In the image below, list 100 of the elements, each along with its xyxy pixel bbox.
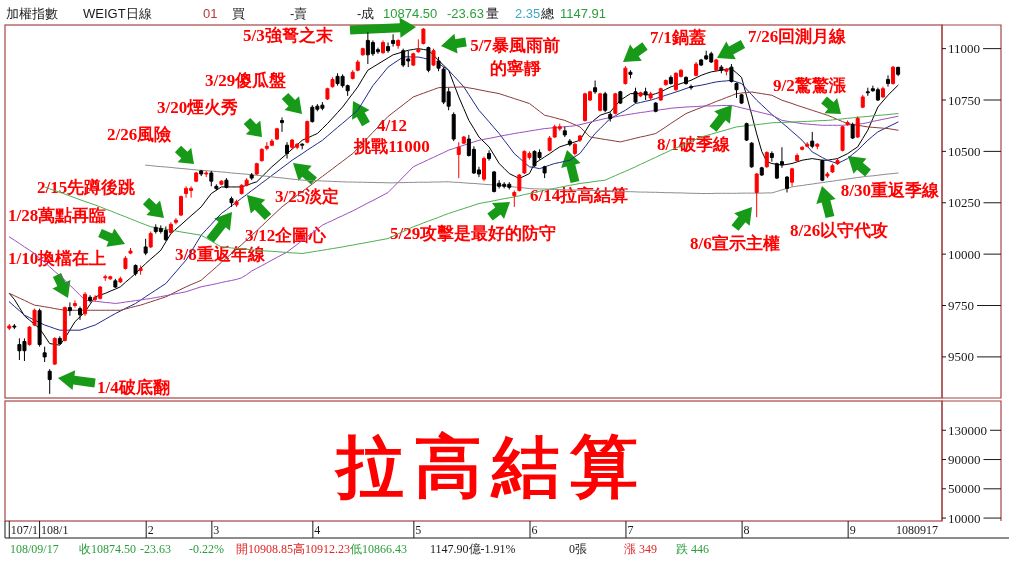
candlestick <box>219 179 224 186</box>
candlestick <box>83 291 88 317</box>
candlestick <box>386 41 391 54</box>
text: 收10874.50 <box>79 542 136 556</box>
candlestick <box>436 56 441 72</box>
text: 1147.91 <box>560 5 607 21</box>
candlestick <box>214 183 219 191</box>
candlestick <box>52 336 57 366</box>
candlestick <box>623 65 628 86</box>
candlestick <box>269 138 274 147</box>
candlestick <box>785 175 789 193</box>
candlestick <box>305 120 310 144</box>
candlestick <box>835 158 840 166</box>
text: 1147.90億-1.91% <box>430 542 516 556</box>
candlestick <box>684 75 688 86</box>
x-tick-label: 4 <box>314 523 321 537</box>
y-tick-label: 130000 <box>948 422 987 438</box>
x-tick-label: 6 <box>531 523 538 537</box>
candlestick <box>204 170 209 178</box>
y-tick-label: 90000 <box>948 452 981 468</box>
annotation: 8/30重返季線 <box>840 180 940 200</box>
candlestick <box>179 195 183 217</box>
candlestick <box>7 323 12 331</box>
annotation: 3/29傻瓜盤 <box>205 70 287 90</box>
annotation: 4/12挑戰11000 <box>353 115 430 156</box>
candlestick <box>123 255 128 271</box>
candlestick <box>845 120 850 127</box>
candlestick <box>32 308 37 327</box>
candlestick <box>512 189 517 208</box>
annotation: 3/20煙火秀 <box>157 97 239 117</box>
x-tick-label: 107/1 <box>10 523 39 537</box>
candlestick <box>891 65 896 86</box>
candlestick <box>714 58 719 72</box>
candlestick <box>668 74 673 86</box>
candlestick <box>855 115 860 139</box>
candlestick <box>562 126 567 138</box>
text: -成 <box>357 5 375 21</box>
candlestick <box>648 91 653 101</box>
text: 0張 <box>569 542 587 556</box>
annotation: 3/8重返年線 <box>175 244 266 264</box>
text: 跌 446 <box>676 542 709 556</box>
annotation: 7/26回測月線 <box>748 26 848 46</box>
candlestick <box>739 93 744 105</box>
candlestick <box>300 142 305 150</box>
candlestick <box>229 196 234 208</box>
x-tick-label: 3 <box>213 523 220 537</box>
candlestick <box>517 173 522 192</box>
candlestick <box>27 325 32 347</box>
y-tick-label: 11000 <box>948 41 981 57</box>
annotation: 7/1鍋蓋 <box>650 27 706 47</box>
candlestick <box>567 138 572 147</box>
candlestick <box>113 278 118 289</box>
candlestick <box>259 147 264 163</box>
candlestick <box>67 301 72 317</box>
candlestick <box>805 141 810 148</box>
annotation: 8/26以守代攻 <box>790 220 889 240</box>
candlestick <box>133 263 138 277</box>
text: 買 <box>232 5 245 21</box>
annotation: 9/2驚驚漲 <box>773 75 847 95</box>
candlestick <box>224 177 229 189</box>
candlestick <box>254 162 259 176</box>
text: 低10866.43 <box>350 542 407 556</box>
text: -0.22% <box>189 542 224 556</box>
candlestick <box>416 38 421 54</box>
candlestick <box>72 299 77 309</box>
text: 漲 349 <box>624 542 657 556</box>
candlestick <box>143 238 148 256</box>
text: -23.63 <box>140 542 171 556</box>
text: 總 <box>540 5 554 21</box>
candlestick <box>330 76 335 89</box>
candlestick <box>62 306 67 342</box>
candlestick <box>431 48 436 67</box>
candlestick <box>880 86 885 99</box>
text: 量 <box>486 5 499 21</box>
candlestick <box>795 152 800 163</box>
candlestick <box>896 66 901 77</box>
candlestick <box>764 150 769 169</box>
annotation: 8/6宣示主權 <box>690 233 780 253</box>
candlestick <box>128 247 133 255</box>
candlestick <box>461 135 466 145</box>
candlestick <box>88 294 93 303</box>
candlestick <box>290 138 295 150</box>
candlestick <box>542 165 547 179</box>
candlestick <box>355 59 360 72</box>
annotation: 5/3強弩之末 <box>243 25 334 45</box>
candlestick <box>138 264 143 276</box>
candlestick <box>492 170 497 193</box>
candlestick <box>194 171 199 183</box>
candlestick <box>759 166 764 177</box>
annotation: 5/7暴風雨前的寧靜 <box>470 35 560 78</box>
candlestick <box>825 171 830 179</box>
annotation: 2/26風險 <box>107 124 173 144</box>
candlestick <box>163 225 168 242</box>
text: 開10908.85 <box>236 542 293 556</box>
candlestick <box>577 134 582 143</box>
candlestick <box>209 170 214 187</box>
candlestick <box>593 79 598 95</box>
candlestick <box>350 69 355 80</box>
candlestick <box>860 94 865 109</box>
candlestick <box>820 159 825 182</box>
